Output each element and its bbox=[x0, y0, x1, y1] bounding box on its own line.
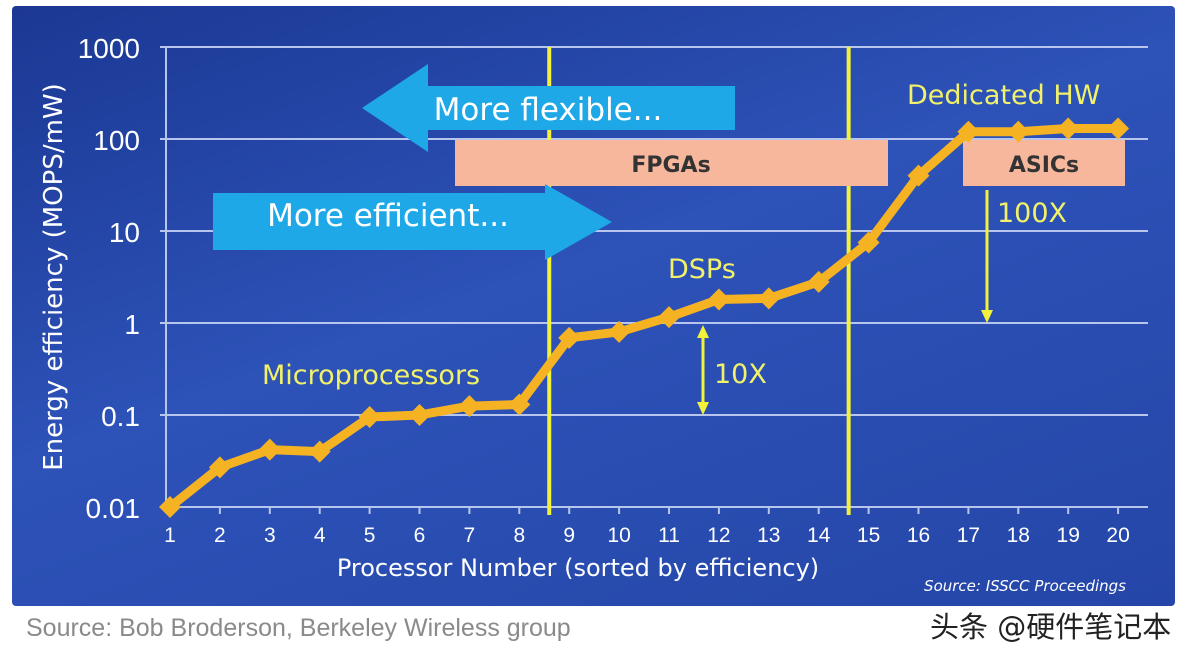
data-point bbox=[208, 456, 231, 479]
data-point bbox=[308, 440, 331, 463]
x-tick-label: 6 bbox=[414, 524, 426, 547]
x-tick-label: 8 bbox=[513, 524, 525, 547]
y-tick-label: 100 bbox=[93, 125, 140, 156]
data-point bbox=[408, 404, 431, 426]
x-axis-label: Processor Number (sorted by efficiency) bbox=[337, 554, 819, 582]
data-point bbox=[658, 306, 680, 329]
fpga-box bbox=[455, 140, 888, 186]
arrow-right-icon bbox=[213, 184, 612, 260]
y-tick-label: 1000 bbox=[78, 33, 140, 64]
fpga-label: FPGAs bbox=[631, 153, 710, 178]
x-tick-label: 5 bbox=[364, 524, 376, 547]
x-tick-label: 13 bbox=[757, 524, 780, 547]
arrow-down-icon bbox=[981, 310, 993, 323]
x-tick-label: 10 bbox=[607, 524, 630, 547]
y-tick-label: 1 bbox=[124, 309, 140, 340]
data-point bbox=[258, 438, 281, 461]
x-tick-label: 16 bbox=[907, 524, 930, 547]
x-tick-label: 17 bbox=[957, 524, 980, 547]
x-tick-label: 4 bbox=[314, 524, 326, 547]
y-axis-label: Energy efficiency (MOPS/mW) bbox=[39, 83, 69, 471]
microprocessors-label: Microprocessors bbox=[262, 360, 480, 391]
x-tick-label: 1 bbox=[164, 524, 176, 547]
data-point bbox=[807, 270, 830, 293]
dsps-label: DSPs bbox=[668, 254, 736, 285]
x-tick-label: 12 bbox=[707, 524, 730, 547]
arrow-up-icon bbox=[697, 325, 709, 338]
data-point bbox=[907, 164, 930, 187]
10x-label: 10X bbox=[714, 359, 767, 390]
y-tick-label: 0.1 bbox=[101, 401, 140, 432]
watermark: 头条 @硬件笔记本 bbox=[930, 610, 1172, 644]
x-tick-label: 3 bbox=[264, 524, 276, 547]
x-tick-label: 11 bbox=[658, 524, 680, 547]
data-point bbox=[458, 395, 481, 418]
x-tick-label: 14 bbox=[807, 524, 831, 547]
series-line bbox=[167, 124, 1119, 511]
data-point bbox=[558, 326, 581, 349]
x-tick-label: 20 bbox=[1106, 524, 1129, 547]
data-point bbox=[1007, 120, 1030, 143]
y-tick-label: 10 bbox=[109, 217, 140, 248]
y-tick-label: 0.01 bbox=[86, 493, 141, 524]
x-tick-label: 15 bbox=[857, 524, 880, 547]
x-tick-label: 2 bbox=[214, 524, 226, 547]
data-point bbox=[707, 288, 730, 311]
asic-box bbox=[963, 140, 1125, 186]
data-point bbox=[857, 231, 880, 254]
100x-label: 100X bbox=[997, 198, 1067, 229]
dedicated-hw-label: Dedicated HW bbox=[907, 80, 1100, 111]
asic-label: ASICs bbox=[1009, 153, 1079, 178]
data-point bbox=[1107, 117, 1130, 140]
data-point bbox=[508, 393, 531, 416]
more-efficient-label: More efficient... bbox=[267, 198, 509, 234]
arrow-left-icon bbox=[362, 64, 735, 152]
data-point bbox=[159, 496, 181, 518]
data-point bbox=[608, 320, 631, 343]
data-point bbox=[957, 120, 980, 143]
x-tick-label: 18 bbox=[1007, 524, 1030, 547]
source-note: Source: ISSCC Proceedings bbox=[924, 577, 1126, 595]
data-point bbox=[757, 287, 780, 310]
x-tick-label: 9 bbox=[563, 524, 575, 547]
more-flexible-label: More flexible... bbox=[434, 92, 663, 128]
source-footer: Source: Bob Broderson, Berkeley Wireless… bbox=[26, 614, 571, 642]
x-tick-label: 7 bbox=[464, 524, 476, 547]
data-point bbox=[1057, 117, 1080, 140]
x-tick-label: 19 bbox=[1057, 524, 1080, 547]
arrow-down-icon bbox=[697, 402, 709, 415]
data-point bbox=[358, 406, 381, 429]
